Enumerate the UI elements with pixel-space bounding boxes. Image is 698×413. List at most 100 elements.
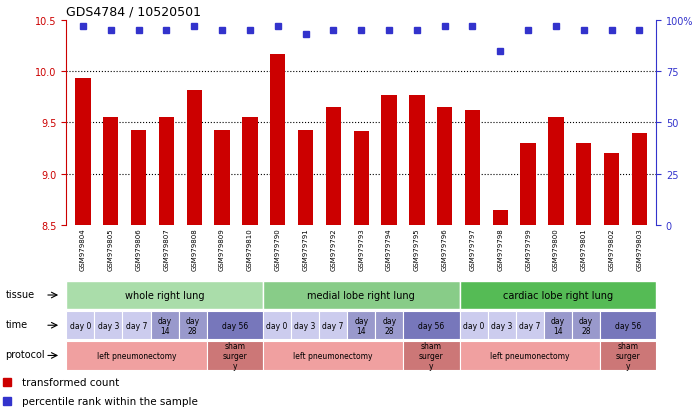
Text: GSM979801: GSM979801 [581,228,587,271]
Text: day
14: day 14 [354,316,369,335]
Text: time: time [6,319,27,329]
Bar [459,281,656,309]
Text: day 3: day 3 [491,321,512,330]
Text: GSM979791: GSM979791 [302,228,309,271]
Bar [488,311,516,339]
Text: medial lobe right lung: medial lobe right lung [307,290,415,300]
Text: day 56: day 56 [418,321,445,330]
Bar [549,118,563,225]
Text: day
28: day 28 [186,316,200,335]
Text: day 7: day 7 [322,321,344,330]
Bar [516,311,544,339]
Text: GSM979806: GSM979806 [135,228,142,271]
Bar [214,130,230,225]
Text: GSM979800: GSM979800 [553,228,559,271]
Bar [354,131,369,225]
Text: day 3: day 3 [98,321,119,330]
Bar [207,342,263,370]
Text: transformed count: transformed count [22,377,119,387]
Bar [347,311,376,339]
Bar [403,311,459,339]
Text: tissue: tissue [6,289,34,299]
Text: sham
surger
y: sham surger y [616,341,640,370]
Bar [298,130,313,225]
Text: GDS4784 / 10520501: GDS4784 / 10520501 [66,5,201,18]
Text: GSM979795: GSM979795 [414,228,420,271]
Text: day 56: day 56 [222,321,248,330]
Text: day 7: day 7 [126,321,147,330]
Bar [572,311,600,339]
Text: day 0: day 0 [70,321,91,330]
Bar [376,311,403,339]
Text: GSM979807: GSM979807 [163,228,170,271]
Bar [326,108,341,225]
Bar [263,342,403,370]
Text: whole right lung: whole right lung [125,290,205,300]
Bar [66,342,207,370]
Bar [131,130,147,225]
Bar [103,118,119,225]
Bar [122,311,151,339]
Text: GSM979793: GSM979793 [358,228,364,271]
Text: GSM979805: GSM979805 [107,228,114,271]
Text: day 0: day 0 [266,321,288,330]
Text: day 0: day 0 [463,321,484,330]
Bar [291,311,319,339]
Text: day
28: day 28 [579,316,593,335]
Text: GSM979792: GSM979792 [330,228,336,271]
Text: sham
surger
y: sham surger y [223,341,247,370]
Bar [263,281,459,309]
Text: GSM979808: GSM979808 [191,228,198,271]
Text: day
14: day 14 [158,316,172,335]
Bar [600,311,656,339]
Bar [263,311,291,339]
Bar [270,55,285,225]
Text: GSM979804: GSM979804 [80,228,86,271]
Text: left pneumonectomy: left pneumonectomy [490,351,570,360]
Text: GSM979810: GSM979810 [247,228,253,271]
Bar [576,144,591,225]
Text: cardiac lobe right lung: cardiac lobe right lung [503,290,613,300]
Text: GSM979809: GSM979809 [219,228,225,271]
Bar [409,95,424,225]
Text: GSM979797: GSM979797 [470,228,475,271]
Bar [437,108,452,225]
Bar [151,311,179,339]
Text: GSM979802: GSM979802 [609,228,615,271]
Bar [459,342,600,370]
Text: GSM979794: GSM979794 [386,228,392,271]
Text: left pneumonectomy: left pneumonectomy [293,351,373,360]
Bar [544,311,572,339]
Bar [600,342,656,370]
Text: sham
surger
y: sham surger y [419,341,444,370]
Text: day 3: day 3 [295,321,315,330]
Text: GSM979790: GSM979790 [275,228,281,271]
Bar [403,342,459,370]
Text: protocol: protocol [6,349,45,359]
Bar [319,311,347,339]
Bar [381,95,396,225]
Bar [75,79,91,225]
Bar [242,118,258,225]
Bar [465,111,480,225]
Text: GSM979803: GSM979803 [637,228,642,271]
Bar [632,133,647,225]
Bar [521,144,536,225]
Text: day
14: day 14 [551,316,565,335]
Bar [159,118,174,225]
Text: day 7: day 7 [519,321,540,330]
Bar [179,311,207,339]
Bar [66,311,94,339]
Bar [66,281,263,309]
Bar [186,90,202,225]
Bar [207,311,263,339]
Text: left pneumonectomy: left pneumonectomy [97,351,177,360]
Text: GSM979799: GSM979799 [525,228,531,271]
Bar [459,311,488,339]
Bar [604,154,619,225]
Text: GSM979798: GSM979798 [497,228,503,271]
Text: GSM979796: GSM979796 [442,228,447,271]
Text: percentile rank within the sample: percentile rank within the sample [22,396,198,406]
Text: day 56: day 56 [615,321,641,330]
Bar [493,210,508,225]
